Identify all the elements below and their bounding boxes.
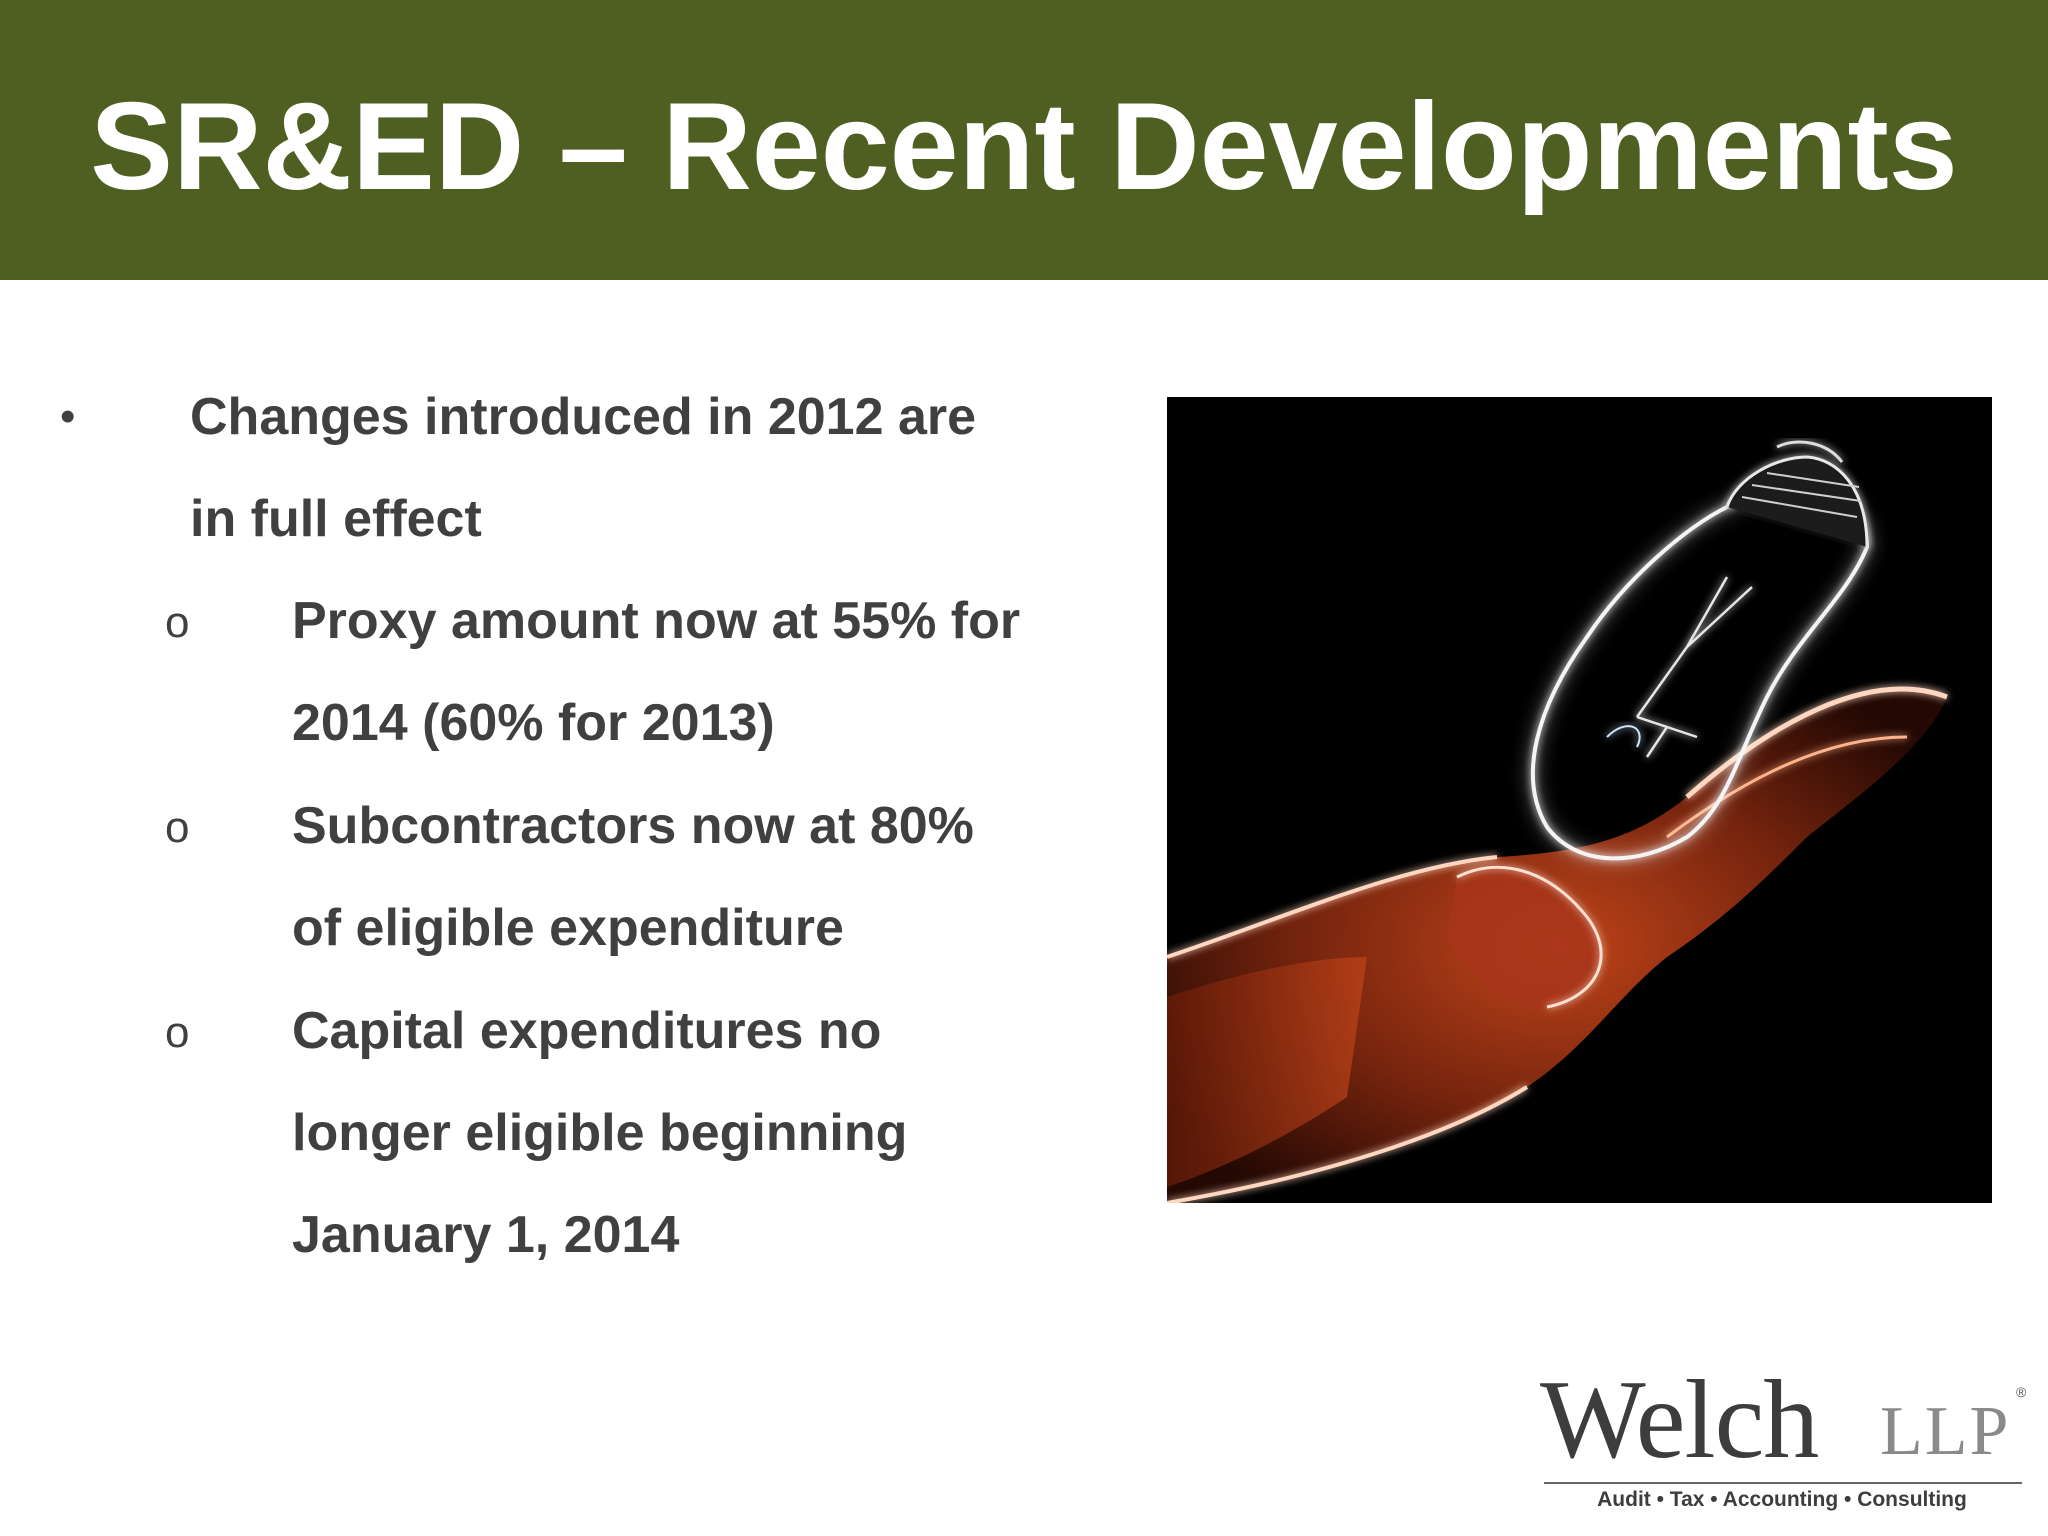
title-banner: SR&ED – Recent Developments [0, 0, 2048, 280]
registered-mark: ® [2016, 1384, 2027, 1400]
sub-bullet-item: Capital expenditures no longer eligible … [292, 1002, 908, 1264]
logo-name: Welch [1540, 1358, 1819, 1482]
sub-bullet-item: Subcontractors now at 80% of eligible ex… [292, 797, 974, 957]
logo-suffix: LLP [1880, 1393, 2011, 1470]
welch-llp-logo: Welch LLP ® Audit • Tax • Accounting • C… [1530, 1360, 2030, 1520]
sub-bullet-item: Proxy amount now at 55% for 2014 (60% fo… [292, 592, 1021, 752]
slide-title: SR&ED – Recent Developments [90, 78, 1958, 216]
logo-tagline: Audit • Tax • Accounting • Consulting [1597, 1488, 1967, 1511]
sub-bullet-marker: o [165, 598, 190, 647]
bullet-item: Changes introduced in 2012 are in full e… [190, 388, 977, 548]
sub-bullet-marker: o [165, 1008, 190, 1057]
bullet-marker: • [60, 392, 76, 441]
sub-bullet-marker: o [165, 803, 190, 852]
lightbulb-hand-illustration [1167, 440, 1948, 1203]
logo-divider [1544, 1482, 2022, 1484]
lightbulb-in-hand-image [1167, 397, 1992, 1203]
